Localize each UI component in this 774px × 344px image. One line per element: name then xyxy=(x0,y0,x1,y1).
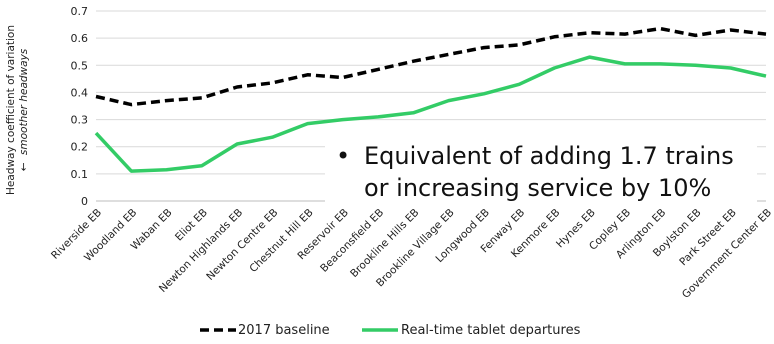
y-axis-label-line1: Headway coefficient of variation xyxy=(5,25,17,195)
x-tick-label: Chestnut Hill EB xyxy=(247,207,315,275)
y-axis-label-sub: ← smoother headways xyxy=(18,48,30,171)
y-tick-label: 0.3 xyxy=(71,114,89,127)
y-axis-label-line2: smoother headways xyxy=(18,48,30,155)
legend-label-baseline: 2017 baseline xyxy=(238,323,330,338)
y-axis-arrow: ← xyxy=(18,162,30,171)
y-tick-label: 0 xyxy=(81,195,88,208)
y-axis-label: Headway coefficient of variation xyxy=(5,25,17,195)
series-line-baseline xyxy=(95,26,767,107)
y-tick-label: 0.2 xyxy=(71,141,89,154)
annotation-box: • Equivalent of adding 1.7 trains or inc… xyxy=(325,130,757,206)
y-tick-label: 0.4 xyxy=(71,86,89,99)
y-tick-label: 0.5 xyxy=(71,59,89,72)
legend: 2017 baseline Real-time tablet departure… xyxy=(200,323,581,338)
series-line-realtime xyxy=(94,55,767,173)
y-tick-label: 0.6 xyxy=(71,32,89,45)
y-tick-label: 0.1 xyxy=(71,168,89,181)
y-tick-label: 0.7 xyxy=(71,5,89,18)
annotation-line1: Equivalent of adding 1.7 trains xyxy=(364,142,734,170)
annotation-bullet: • xyxy=(336,142,350,170)
y-axis-ticks: 0 0.1 0.2 0.3 0.4 0.5 0.6 0.7 xyxy=(71,5,89,208)
legend-label-realtime: Real-time tablet departures xyxy=(401,323,581,338)
x-tick-label: Beaconsfield EB xyxy=(318,207,386,275)
series-lines xyxy=(94,26,767,173)
annotation-line2: or increasing service by 10% xyxy=(364,174,711,202)
